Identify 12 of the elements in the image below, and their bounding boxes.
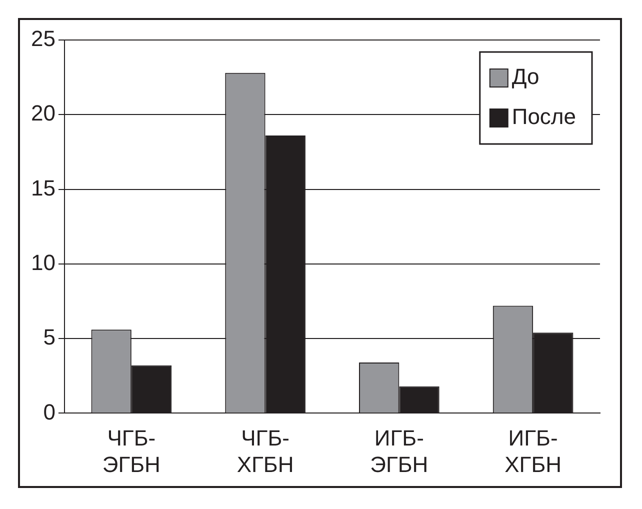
y-tick-label: 20 <box>30 100 56 126</box>
x-tick-label: ИГБ-ЭГБН <box>370 425 428 477</box>
x-tick-label: ЧГБ-ЭГБН <box>102 425 160 477</box>
x-tick-label: ЧГБ-ХГБН <box>236 425 294 477</box>
y-tick-label: 10 <box>30 250 56 275</box>
y-tick-label: 5 <box>43 324 56 350</box>
x-tick-label: ИГБ-ХГБН <box>504 425 562 477</box>
y-tick-label: 15 <box>30 175 56 200</box>
legend-label: До <box>512 64 540 90</box>
y-tick-label: 25 <box>30 26 56 52</box>
legend-label: После <box>512 104 576 130</box>
y-tick-label: 0 <box>43 399 56 424</box>
